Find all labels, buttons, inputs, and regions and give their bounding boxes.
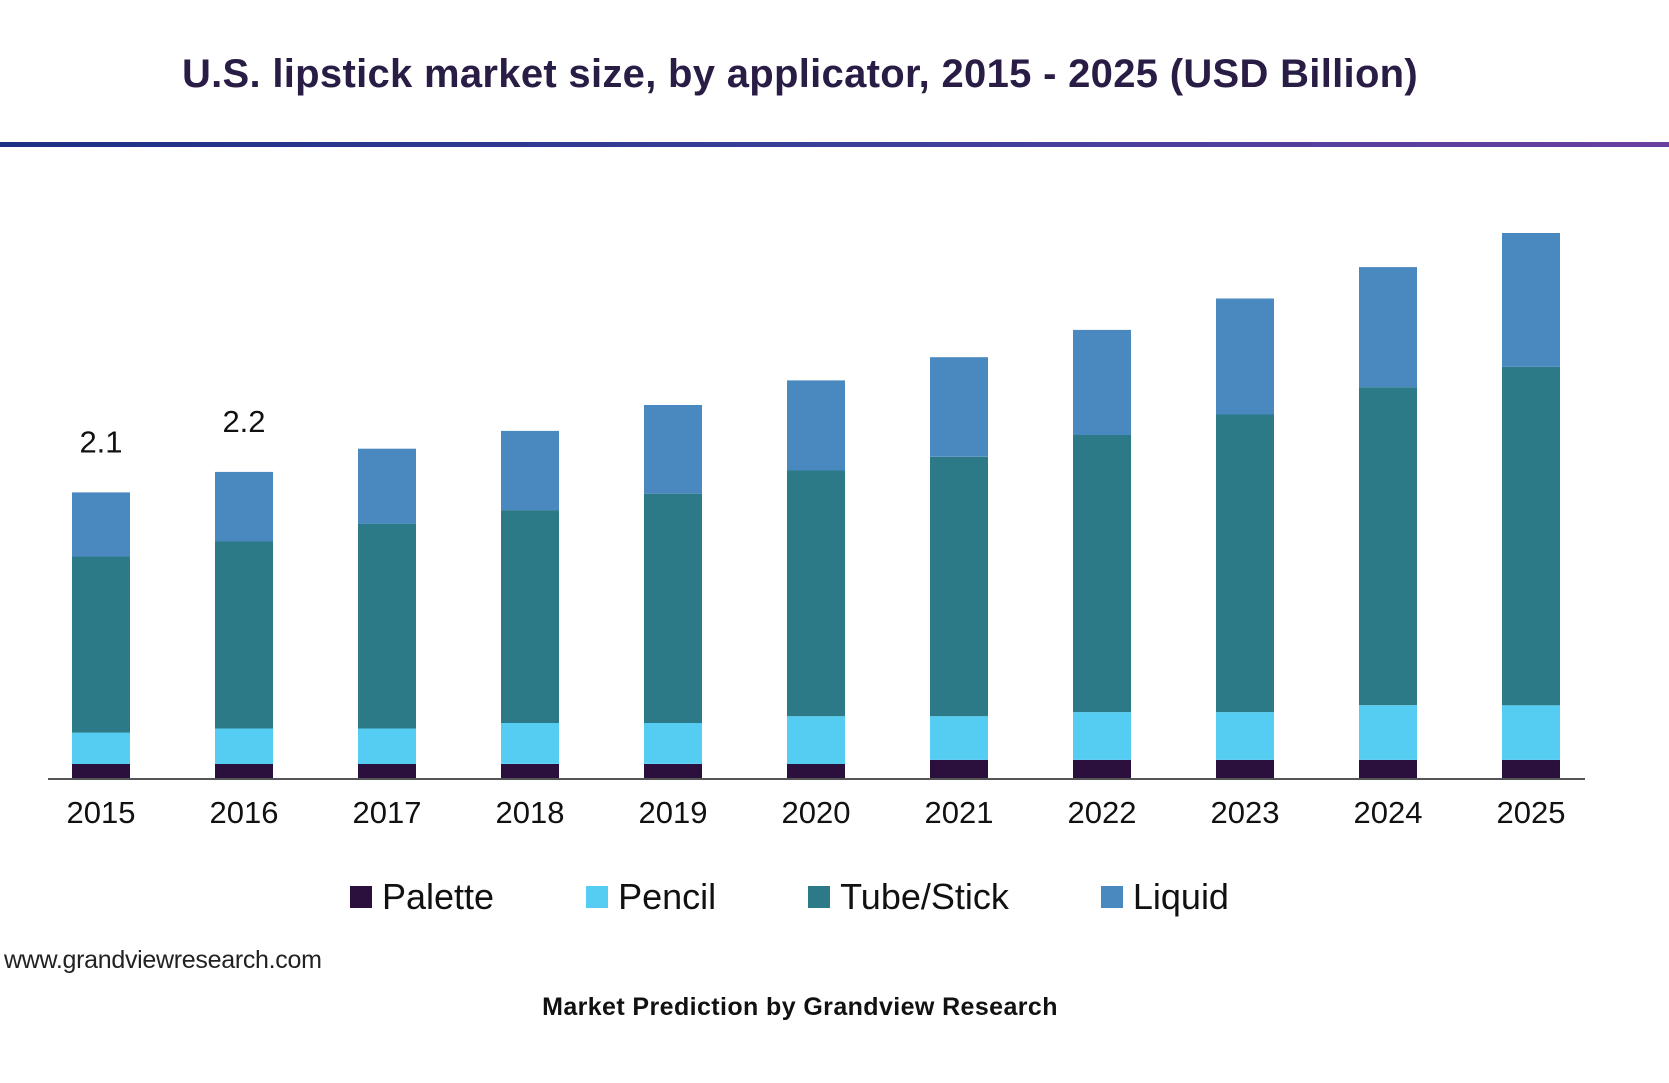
bar-tube-stick-2020	[787, 470, 845, 717]
legend-label-pencil: Pencil	[618, 876, 717, 917]
bar-liquid-2018	[501, 430, 559, 511]
bar-pencil-2021	[930, 716, 988, 760]
bar-liquid-2019	[644, 405, 702, 494]
x-tick-label-2021: 2021	[925, 795, 994, 830]
x-tick-label-2015: 2015	[67, 795, 136, 830]
bar-palette-2015	[72, 764, 130, 779]
bar-pencil-2024	[1359, 705, 1417, 760]
x-tick-label-2017: 2017	[353, 795, 422, 830]
bar-pencil-2016	[215, 728, 273, 764]
bar-palette-2020	[787, 764, 845, 779]
legend-swatch-tube-stick	[808, 886, 831, 908]
bar-palette-2018	[501, 764, 559, 779]
bar-tube-stick-2015	[72, 556, 130, 733]
legend-item-palette: Palette	[350, 876, 494, 918]
bar-palette-2025	[1502, 759, 1560, 779]
x-tick-label-2023: 2023	[1211, 795, 1280, 830]
bar-palette-2017	[358, 764, 416, 779]
bar-tube-stick-2024	[1359, 387, 1417, 706]
bar-pencil-2025	[1502, 705, 1560, 760]
legend-label-tube-stick: Tube/Stick	[840, 876, 1009, 917]
title-divider	[0, 142, 1669, 147]
bar-tube-stick-2018	[501, 510, 559, 723]
legend-item-liquid: Liquid	[1100, 876, 1229, 918]
bar-liquid-2023	[1216, 298, 1274, 415]
stacked-bar-chart: 2015 2.1 2016 2.2 2017 2018 2019 2020 2021 2022 20…	[48, 233, 1585, 830]
bar-pencil-2015	[72, 732, 130, 764]
bar-tube-stick-2021	[930, 456, 988, 717]
x-tick-label-2020: 2020	[782, 795, 851, 830]
bar-tube-stick-2017	[358, 523, 416, 729]
bar-pencil-2020	[787, 716, 845, 764]
x-tick-label-2016: 2016	[210, 795, 279, 830]
legend-item-tube-stick: Tube/Stick	[808, 876, 1009, 918]
bar-tube-stick-2016	[215, 541, 273, 729]
source-url: www.grandviewresearch.com	[4, 946, 322, 974]
bar-pencil-2022	[1073, 712, 1131, 760]
bar-liquid-2017	[358, 448, 416, 524]
bar-tube-stick-2019	[644, 493, 702, 723]
legend-item-pencil: Pencil	[586, 876, 716, 918]
legend-label-palette: Palette	[382, 876, 495, 917]
data-label-2015: 2.1	[79, 424, 122, 459]
chart-title: U.S. lipstick market size, by applicator…	[181, 52, 1419, 96]
bar-pencil-2019	[644, 723, 702, 764]
bar-palette-2021	[930, 759, 988, 779]
x-tick-label-2025: 2025	[1497, 795, 1566, 830]
bar-pencil-2017	[358, 728, 416, 764]
bar-tube-stick-2025	[1502, 366, 1560, 706]
x-tick-label-2019: 2019	[639, 795, 708, 830]
bar-liquid-2020	[787, 380, 845, 471]
bar-palette-2022	[1073, 759, 1131, 779]
legend-swatch-palette	[350, 886, 372, 908]
legend-label-liquid: Liquid	[1132, 876, 1229, 917]
bar-tube-stick-2023	[1216, 414, 1274, 713]
bar-palette-2016	[215, 764, 273, 779]
bar-pencil-2018	[501, 723, 559, 764]
x-tick-label-2024: 2024	[1354, 795, 1423, 830]
bar-liquid-2022	[1073, 329, 1131, 435]
bar-liquid-2021	[930, 357, 988, 457]
legend: Palette Pencil Tube/Stick Liquid	[350, 876, 1321, 918]
data-label-2016: 2.2	[222, 404, 265, 439]
bar-pencil-2023	[1216, 712, 1274, 760]
bar-tube-stick-2022	[1073, 435, 1131, 713]
bar-liquid-2016	[215, 471, 273, 542]
bar-palette-2023	[1216, 759, 1274, 779]
bar-liquid-2025	[1502, 233, 1560, 367]
x-tick-label-2018: 2018	[496, 795, 565, 830]
bar-liquid-2024	[1359, 267, 1417, 388]
bar-palette-2024	[1359, 759, 1417, 779]
bar-liquid-2015	[72, 492, 130, 557]
bar-palette-2019	[644, 764, 702, 779]
x-tick-label-2022: 2022	[1068, 795, 1137, 830]
caption: Market Prediction by Grandview Research	[542, 993, 1058, 1021]
legend-swatch-pencil	[586, 886, 609, 908]
legend-swatch-liquid	[1100, 886, 1123, 908]
